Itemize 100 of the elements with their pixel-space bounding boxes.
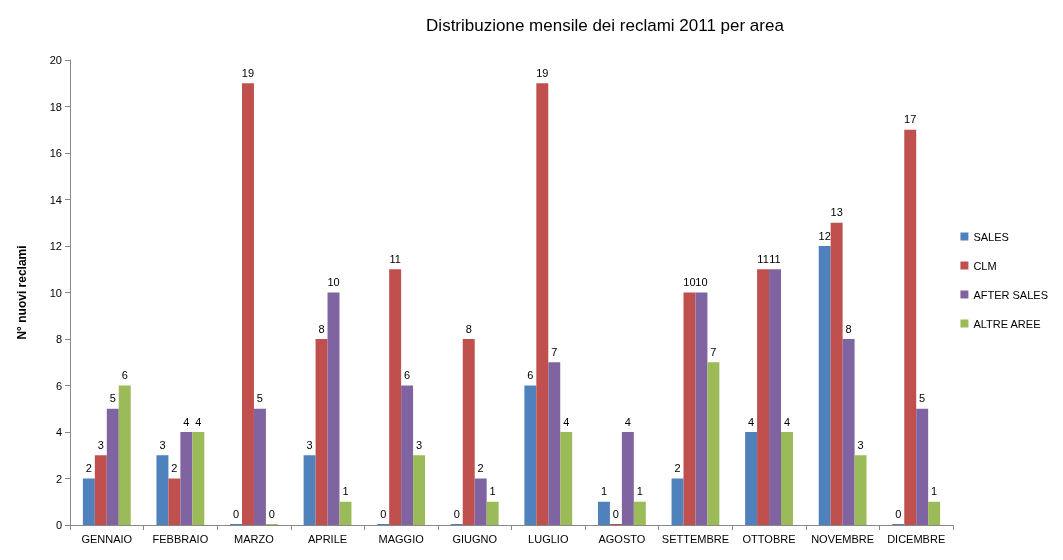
x-tick-label: LUGLIO bbox=[528, 532, 569, 545]
bar bbox=[548, 362, 561, 525]
bar bbox=[745, 432, 758, 525]
legend-label: SALES bbox=[973, 230, 1009, 243]
bar bbox=[842, 339, 855, 525]
data-label: 17 bbox=[904, 113, 917, 126]
x-tick-label: AGOSTO bbox=[598, 532, 646, 545]
data-label: 19 bbox=[241, 66, 255, 79]
data-label: 11 bbox=[757, 252, 769, 265]
bar bbox=[695, 292, 708, 525]
data-label: 0 bbox=[453, 507, 460, 520]
x-tick-label: FEBBRAIO bbox=[152, 532, 209, 545]
y-tick-label: 6 bbox=[55, 379, 62, 392]
data-label: 0 bbox=[895, 507, 902, 520]
bar bbox=[413, 455, 426, 525]
data-label: 1 bbox=[600, 485, 607, 498]
data-label: 7 bbox=[551, 345, 558, 358]
data-label: 3 bbox=[97, 438, 104, 451]
y-tick-label: 20 bbox=[49, 54, 62, 66]
bar bbox=[707, 362, 720, 525]
y-tick-label: 0 bbox=[55, 519, 62, 531]
x-tick-label: NOVEMBRE bbox=[811, 532, 875, 545]
bar bbox=[560, 432, 573, 525]
data-label: 5 bbox=[919, 392, 926, 405]
data-label: 10 bbox=[683, 276, 696, 288]
data-label: 6 bbox=[121, 369, 128, 381]
bar bbox=[597, 501, 610, 525]
data-label: 0 bbox=[380, 507, 387, 520]
bar bbox=[474, 478, 487, 525]
data-label: 4 bbox=[183, 415, 190, 428]
bar bbox=[830, 222, 843, 525]
data-label: 12 bbox=[818, 229, 831, 242]
bar bbox=[904, 129, 917, 525]
x-tick-label: OTTOBRE bbox=[742, 532, 796, 545]
data-label: 4 bbox=[783, 415, 791, 428]
y-tick-label: 16 bbox=[49, 147, 62, 159]
x-tick-label: APRILE bbox=[307, 532, 348, 545]
x-tick-label: GIUGNO bbox=[452, 532, 498, 545]
bar bbox=[671, 478, 684, 525]
bar bbox=[486, 501, 499, 525]
x-tick-label: GENNAIO bbox=[81, 532, 133, 545]
bar bbox=[168, 478, 181, 525]
bar bbox=[916, 408, 929, 525]
data-label: 3 bbox=[857, 438, 864, 451]
data-label: 0 bbox=[612, 507, 619, 520]
data-label: 1 bbox=[931, 485, 938, 498]
bar bbox=[928, 501, 941, 525]
x-tick-label: DICEMBRE bbox=[887, 532, 946, 545]
data-label: 1 bbox=[342, 485, 349, 498]
data-label: 3 bbox=[159, 438, 166, 451]
data-label: 1 bbox=[489, 485, 496, 498]
y-tick-label: 10 bbox=[49, 286, 62, 299]
y-tick-label: 2 bbox=[55, 472, 62, 485]
data-label: 5 bbox=[256, 392, 263, 405]
bar bbox=[303, 455, 316, 525]
y-tick-label: 12 bbox=[49, 240, 62, 252]
y-tick-label: 18 bbox=[49, 100, 62, 113]
bar bbox=[94, 455, 107, 525]
bar bbox=[769, 269, 781, 525]
x-tick-label: SETTEMBRE bbox=[661, 532, 730, 545]
data-label: 13 bbox=[830, 206, 843, 219]
bar bbox=[524, 385, 537, 525]
bar bbox=[818, 246, 831, 525]
bar bbox=[180, 432, 193, 525]
data-label: 1 bbox=[636, 485, 643, 498]
data-label: 2 bbox=[85, 462, 92, 474]
bar bbox=[683, 292, 696, 525]
data-label: 10 bbox=[327, 276, 340, 288]
data-label: 11 bbox=[389, 252, 401, 265]
bar bbox=[192, 432, 205, 525]
data-label: 6 bbox=[404, 369, 411, 381]
legend-label: CLM bbox=[973, 259, 997, 272]
data-label: 2 bbox=[171, 462, 178, 474]
data-label: 4 bbox=[748, 415, 755, 428]
bar bbox=[315, 339, 328, 525]
data-label: 4 bbox=[195, 415, 202, 428]
data-label: 3 bbox=[416, 438, 423, 451]
bar bbox=[462, 339, 475, 525]
y-tick-label: 14 bbox=[49, 193, 62, 206]
data-label: 10 bbox=[695, 276, 708, 288]
data-label: 4 bbox=[563, 415, 570, 428]
bar bbox=[781, 432, 793, 525]
legend-label: AFTER SALES bbox=[973, 288, 1048, 301]
data-label: 2 bbox=[477, 462, 484, 474]
data-label: 8 bbox=[845, 322, 852, 335]
bar bbox=[242, 83, 254, 525]
bar bbox=[621, 432, 634, 525]
bar bbox=[536, 83, 549, 525]
data-label: 5 bbox=[109, 392, 116, 405]
data-label: 4 bbox=[624, 415, 631, 428]
x-tick-label: MAGGIO bbox=[378, 532, 425, 545]
data-label: 7 bbox=[710, 345, 717, 358]
bar bbox=[106, 408, 119, 525]
bar bbox=[401, 385, 414, 525]
bar bbox=[854, 455, 867, 525]
y-tick-label: 8 bbox=[55, 333, 62, 345]
data-label: 0 bbox=[268, 507, 275, 520]
bar bbox=[118, 385, 131, 525]
bar bbox=[633, 501, 646, 525]
y-axis-title: N° nuovi reclami bbox=[15, 245, 29, 340]
